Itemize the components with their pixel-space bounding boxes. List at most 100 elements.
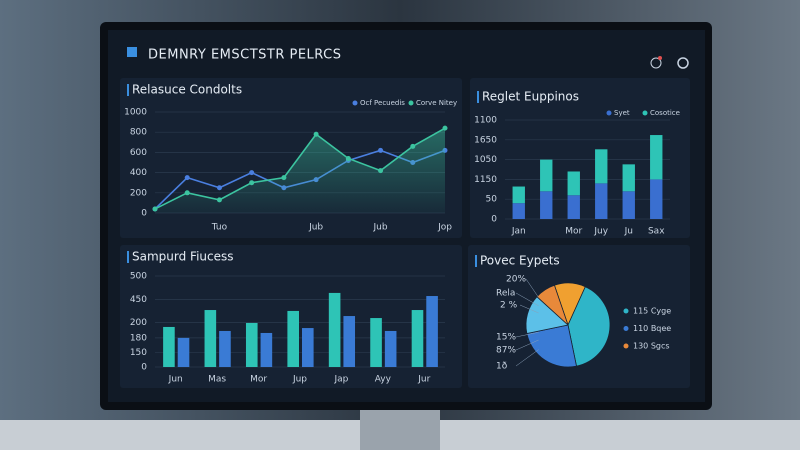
leader-line (515, 331, 539, 338)
legend-swatch (642, 110, 648, 116)
x-tick-label: Ju (624, 227, 633, 237)
legend-label: Corve Nitey (416, 99, 457, 107)
bar (163, 326, 175, 367)
leader-line (515, 292, 539, 307)
point (442, 125, 448, 131)
pie-label: 2 % (500, 301, 518, 311)
bar (540, 191, 553, 219)
y-tick-label: 0 (491, 215, 497, 225)
point (152, 206, 158, 212)
legend-label: 115 Cyge (633, 307, 671, 316)
title-marker (475, 255, 477, 267)
pie-label: 15% (496, 333, 516, 343)
bar (204, 310, 217, 367)
y-tick-label: 450 (130, 295, 147, 305)
bar (595, 149, 608, 184)
bar (370, 318, 382, 367)
y-tick-label: 1650 (474, 135, 497, 145)
x-tick-label: Jub (308, 223, 323, 233)
chart-title: Reglet Euppinos (482, 90, 579, 104)
pie-slice (536, 284, 569, 326)
leader-line (515, 349, 539, 367)
leader-line (525, 278, 539, 298)
legend-swatch (623, 308, 629, 314)
bar (177, 337, 190, 367)
y-tick-label: 200 (130, 188, 147, 198)
bar (512, 203, 525, 219)
panel (470, 78, 690, 238)
bar (567, 195, 580, 219)
x-tick-label: Jup (292, 375, 307, 385)
bar (426, 296, 438, 367)
bar (245, 322, 258, 367)
x-tick-label: Tuo (211, 223, 228, 233)
y-tick-label: 1100 (474, 116, 497, 126)
bell-icon[interactable] (650, 57, 662, 69)
logo (127, 47, 137, 57)
x-tick-label: Jap (333, 375, 348, 385)
x-tick-label: Sax (648, 227, 665, 237)
y-tick-label: 400 (130, 168, 147, 178)
pie-label: 87% (496, 346, 516, 356)
point (378, 168, 384, 174)
point (410, 143, 416, 149)
legend-swatch (352, 100, 358, 106)
bar (567, 171, 580, 196)
y-tick-label: 50 (486, 195, 498, 205)
point (184, 190, 190, 196)
legend-swatch (408, 100, 414, 106)
title-marker (477, 91, 479, 103)
pie-label: 1ð (496, 362, 508, 372)
point (281, 175, 287, 181)
legend-swatch (606, 110, 612, 116)
point (216, 197, 222, 203)
leader-line (515, 339, 539, 351)
legend-label: Syet (614, 109, 630, 117)
bar (287, 310, 299, 367)
y-tick-label: 1000 (124, 108, 147, 118)
pie-slice (526, 324, 577, 368)
x-tick-label: Mor (250, 375, 267, 385)
pie-label: Rela (496, 289, 515, 299)
x-tick-label: Juy (593, 227, 608, 237)
x-tick-label: Jun (168, 375, 183, 385)
bar (650, 135, 663, 180)
y-tick-label: 1050 (474, 155, 497, 165)
leader-line (519, 304, 539, 314)
x-tick-label: Mas (208, 375, 226, 385)
bar (512, 186, 525, 204)
point (313, 131, 319, 137)
point (249, 170, 255, 176)
x-tick-label: Ayy (375, 375, 392, 385)
legend-label: Ocf Pecuedis (360, 99, 405, 107)
pie-label: 20% (506, 275, 526, 285)
y-tick-label: 800 (130, 128, 147, 138)
legend-label: 110 Bqee (633, 324, 671, 333)
chart-title: Povec Eypets (480, 254, 560, 268)
point (378, 147, 384, 153)
bar (384, 330, 397, 367)
point (345, 155, 351, 161)
legend-swatch (623, 326, 629, 331)
x-tick-label: Jop (437, 223, 452, 233)
line (154, 127, 446, 210)
y-tick-label: 0 (141, 209, 147, 219)
bar (328, 292, 341, 367)
legend-swatch (623, 343, 629, 349)
settings-icon[interactable] (677, 57, 689, 69)
pie-slice (567, 286, 611, 367)
y-tick-label: 500 (130, 272, 147, 282)
y-tick-label: 180 (130, 333, 147, 343)
point (216, 185, 222, 191)
x-tick-label: Jan (511, 227, 526, 237)
bar (219, 330, 231, 367)
legend-label: 130 Sgcs (633, 342, 670, 351)
chart-title: Sampurd Fiucess (132, 250, 234, 264)
point (184, 175, 190, 181)
bar (540, 159, 553, 192)
title-marker (127, 251, 129, 263)
bar (622, 191, 635, 219)
y-tick-label: 0 (141, 363, 147, 373)
x-tick-label: Mor (565, 227, 582, 237)
